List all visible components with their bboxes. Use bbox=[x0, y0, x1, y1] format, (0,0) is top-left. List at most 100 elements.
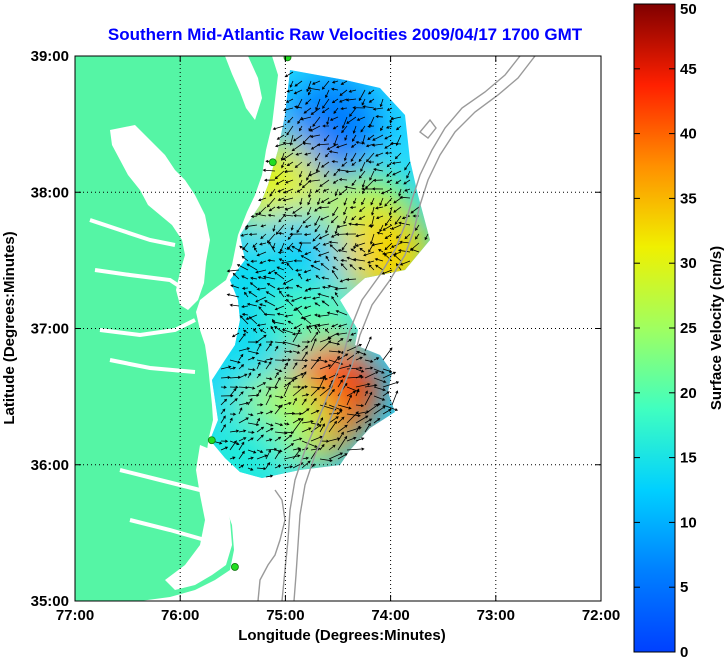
current-vector bbox=[285, 98, 294, 103]
current-vector bbox=[340, 258, 348, 263]
current-vector bbox=[295, 307, 303, 316]
station-marker bbox=[231, 563, 239, 571]
current-vector bbox=[310, 264, 321, 271]
current-vector bbox=[319, 337, 332, 343]
current-vector bbox=[292, 417, 304, 433]
current-vector bbox=[255, 269, 267, 274]
current-vector bbox=[404, 188, 411, 192]
current-vector bbox=[355, 425, 361, 433]
current-vector bbox=[328, 150, 339, 154]
current-vector bbox=[333, 134, 339, 147]
current-vector bbox=[386, 179, 393, 183]
current-vector bbox=[406, 170, 411, 179]
current-vector bbox=[375, 115, 384, 119]
current-vector bbox=[260, 224, 267, 228]
current-vector bbox=[294, 161, 303, 169]
current-vector bbox=[350, 143, 357, 148]
current-vector bbox=[292, 437, 303, 442]
colorbar-tick-label: 15 bbox=[680, 450, 697, 467]
current-vector bbox=[344, 134, 348, 141]
current-vector bbox=[302, 142, 312, 146]
current-vector bbox=[337, 379, 343, 388]
current-vector bbox=[229, 440, 240, 446]
current-vector bbox=[346, 366, 363, 370]
current-vector bbox=[373, 417, 381, 424]
current-vector bbox=[310, 386, 326, 390]
current-vector bbox=[359, 247, 366, 253]
current-vector bbox=[250, 276, 258, 280]
current-vector bbox=[327, 284, 339, 289]
current-vector bbox=[312, 296, 321, 300]
current-vector bbox=[250, 214, 258, 218]
current-vector bbox=[394, 152, 402, 160]
colorbar-tick-label: 30 bbox=[680, 255, 697, 272]
current-vector bbox=[343, 152, 348, 162]
current-vector bbox=[314, 313, 321, 317]
current-vector bbox=[229, 387, 237, 397]
current-vector bbox=[256, 454, 268, 460]
current-vector bbox=[220, 439, 229, 443]
current-vector bbox=[322, 242, 330, 246]
current-vector bbox=[220, 385, 227, 389]
current-vector bbox=[276, 134, 285, 140]
current-vector bbox=[229, 303, 240, 307]
current-vector bbox=[340, 263, 348, 271]
current-vector bbox=[364, 422, 371, 433]
current-vector bbox=[256, 361, 261, 370]
current-vector bbox=[346, 338, 353, 343]
current-vector bbox=[284, 169, 294, 173]
current-vector bbox=[359, 206, 366, 213]
current-vector bbox=[276, 287, 285, 291]
current-vector bbox=[303, 232, 312, 237]
current-vector bbox=[375, 152, 384, 157]
current-vector bbox=[371, 143, 384, 147]
current-vector bbox=[248, 291, 258, 298]
current-vector bbox=[301, 456, 310, 460]
current-vector bbox=[312, 233, 321, 242]
current-vector bbox=[247, 350, 260, 355]
current-vector bbox=[358, 267, 366, 271]
current-vector bbox=[256, 334, 267, 343]
current-vector bbox=[364, 371, 379, 379]
current-vector bbox=[290, 296, 303, 302]
current-vector bbox=[314, 324, 321, 334]
bathymetry-contours bbox=[257, 56, 536, 601]
current-vector bbox=[341, 125, 348, 134]
current-vector bbox=[320, 262, 330, 271]
current-vector bbox=[379, 197, 384, 207]
current-vector bbox=[246, 263, 258, 271]
current-vector bbox=[294, 80, 303, 87]
current-vector bbox=[266, 340, 274, 344]
current-vector bbox=[319, 374, 326, 388]
current-vector bbox=[265, 474, 274, 478]
current-vector bbox=[319, 179, 330, 187]
current-vector bbox=[265, 377, 273, 381]
current-vector bbox=[276, 312, 285, 316]
current-vector bbox=[373, 168, 384, 172]
current-vector bbox=[271, 320, 285, 325]
current-vector bbox=[301, 351, 308, 361]
current-vector bbox=[247, 340, 259, 344]
current-vector bbox=[275, 179, 285, 185]
colorbar-tick-label: 45 bbox=[680, 61, 697, 78]
current-vector bbox=[267, 269, 276, 274]
x-tick-label: 75:00 bbox=[266, 607, 304, 624]
colorbar-tick-label: 35 bbox=[680, 190, 697, 207]
current-vector bbox=[276, 266, 285, 271]
current-vector bbox=[241, 255, 249, 262]
current-vector bbox=[314, 302, 321, 307]
x-axis-ticks: 77:00 76:00 75:00 74:00 73:00 72:00 bbox=[56, 56, 620, 624]
current-vector bbox=[329, 116, 339, 121]
current-vector bbox=[392, 170, 402, 176]
current-vector bbox=[341, 116, 348, 129]
y-tick-label: 37:00 bbox=[31, 321, 69, 338]
current-vector bbox=[248, 232, 258, 236]
current-vector bbox=[384, 233, 393, 239]
current-vector bbox=[283, 465, 294, 469]
current-vector bbox=[292, 358, 309, 363]
current-vector bbox=[368, 98, 375, 103]
current-vector bbox=[306, 161, 312, 167]
current-vector bbox=[333, 107, 339, 114]
current-vector bbox=[269, 188, 276, 197]
current-vector bbox=[241, 312, 249, 317]
